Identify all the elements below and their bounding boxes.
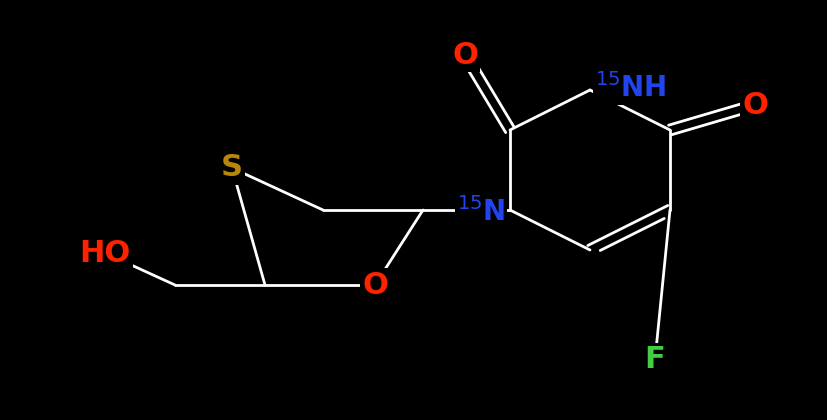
Text: O: O — [452, 40, 478, 69]
Text: O: O — [362, 270, 388, 299]
Text: O: O — [742, 90, 768, 120]
Text: $^{15}$N: $^{15}$N — [457, 197, 505, 227]
Text: F: F — [644, 346, 666, 375]
Text: S: S — [221, 153, 243, 183]
Text: $^{15}$NH: $^{15}$NH — [595, 73, 666, 103]
Text: HO: HO — [79, 239, 131, 268]
